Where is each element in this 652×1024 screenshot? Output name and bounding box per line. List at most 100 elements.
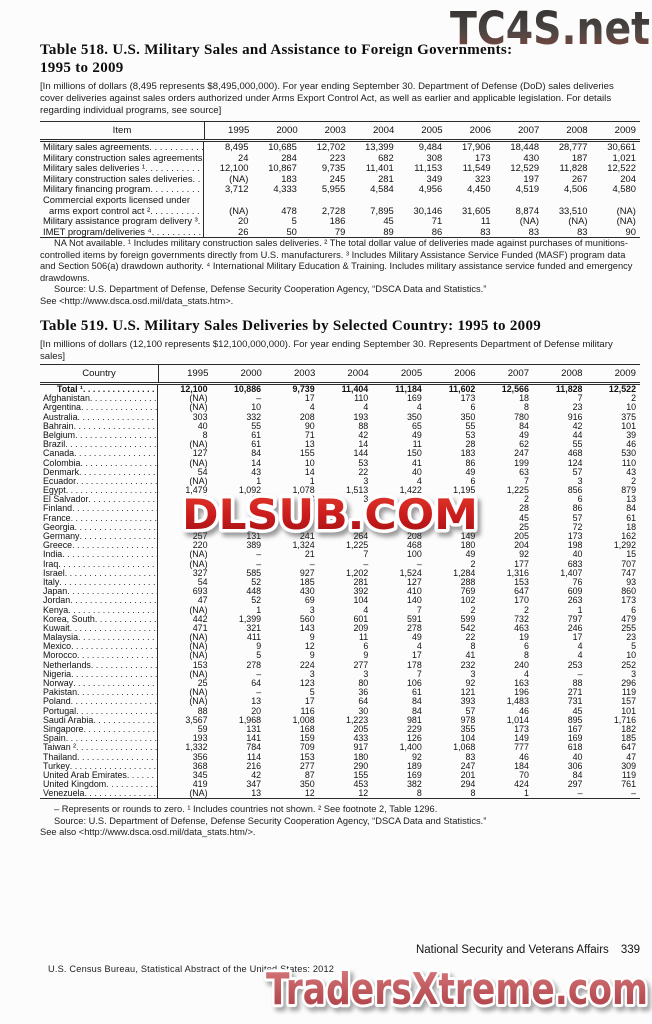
value-cell: 306 bbox=[567, 760, 583, 771]
row-label-text: Afghanistan bbox=[43, 394, 90, 404]
table-row: Italy 54 52 185 281 127 288 153 76 93 bbox=[40, 576, 640, 588]
value-cell bbox=[319, 504, 373, 513]
dot-leader bbox=[198, 216, 203, 227]
value-cell: 88 bbox=[197, 705, 208, 716]
footer-section-line: National Security and Veterans Affairs 33… bbox=[416, 944, 640, 956]
value-cell: 1,202 bbox=[346, 567, 369, 578]
value-cell: 389 bbox=[246, 540, 262, 551]
value-cell: 647 bbox=[514, 586, 529, 597]
value-cell: 63 bbox=[519, 466, 529, 477]
value-cell: – bbox=[256, 668, 262, 679]
row-label-cell: Military sales deliveries ¹ bbox=[40, 163, 204, 174]
value-cell: 55 bbox=[572, 439, 583, 450]
value-cell: 177 bbox=[514, 558, 529, 569]
value-cell: 1,513 bbox=[346, 485, 369, 496]
value-cell: 591 bbox=[407, 613, 422, 624]
value-cell: – bbox=[256, 393, 262, 404]
value-cell: 856 bbox=[567, 485, 583, 496]
value-cell: 153 bbox=[514, 576, 529, 587]
value-cell: 290 bbox=[353, 760, 369, 771]
dot-leader bbox=[76, 707, 157, 716]
row-label-cell: Japan bbox=[40, 587, 158, 597]
table-row: United Kingdom 419 347 350 453 382 294 424 297 76… bbox=[40, 779, 640, 790]
value-cell: 245 bbox=[329, 172, 346, 184]
value-cell: 732 bbox=[514, 613, 529, 624]
value-cell: 141 bbox=[246, 733, 262, 744]
table-518-source: Source: U.S. Department of Defense, Defe… bbox=[54, 284, 487, 295]
value-cell: 411 bbox=[246, 632, 262, 643]
value-cell: 57 bbox=[572, 512, 583, 523]
row-label-text: Italy bbox=[43, 577, 60, 587]
row-label-cell: Spain bbox=[40, 734, 158, 744]
value-cell: 3 bbox=[309, 604, 315, 615]
value-cell: 247 bbox=[460, 760, 476, 771]
value-cell: (NA) bbox=[229, 172, 249, 184]
dot-leader bbox=[193, 174, 203, 185]
value-cell: 264 bbox=[353, 531, 369, 541]
value-cell: 11 bbox=[412, 439, 422, 450]
value-cell: 13 bbox=[251, 696, 262, 707]
value-cell: 278 bbox=[246, 659, 262, 670]
row-label-cell: Malaysia bbox=[40, 633, 158, 643]
table-row: Military sales deliveries ¹ 12,100 10,867 9… bbox=[40, 163, 640, 174]
value-cell: (NA) bbox=[189, 457, 208, 468]
row-label-cell: Portugal bbox=[40, 706, 158, 716]
value-cell: 80 bbox=[358, 678, 369, 688]
table-header-row: Country 1995 2000 2003 2004 2005 2006 2007 2008 2… bbox=[40, 364, 640, 385]
value-cell: (NA) bbox=[189, 641, 208, 652]
row-label-text: Denmark bbox=[43, 467, 80, 477]
row-label-cell: Singapore bbox=[40, 724, 158, 735]
row-label-cell: Netherlands bbox=[40, 660, 158, 670]
value-cell: 44 bbox=[572, 429, 583, 440]
value-cell bbox=[543, 195, 591, 206]
value-cell: 2 bbox=[524, 604, 529, 615]
row-label-cell: Egypt bbox=[40, 486, 158, 496]
table-row: Total ¹ 12,100 10,886 9,739 11,404 11,184 11,6… bbox=[40, 384, 640, 395]
value-cell: 4 bbox=[363, 402, 369, 413]
value-cell: 88 bbox=[358, 420, 369, 431]
table-row: Brazil (NA) 61 13 14 11 28 62 55 46 bbox=[40, 439, 640, 450]
value-cell: 4 bbox=[309, 402, 315, 413]
value-cell: 42 bbox=[251, 769, 262, 780]
value-cell: 350 bbox=[299, 779, 315, 790]
value-cell bbox=[158, 514, 212, 523]
value-cell: 23 bbox=[626, 632, 637, 643]
value-cell: 309 bbox=[621, 760, 637, 771]
value-cell: 297 bbox=[567, 779, 583, 790]
value-cell: 57 bbox=[572, 466, 583, 477]
table-header-row: Item 1995 2000 2003 2004 2005 2006 2007 2008 2009 bbox=[40, 121, 640, 142]
value-cell: 1,223 bbox=[346, 714, 369, 725]
table-row: Poland (NA) 13 17 64 84 393 1,483 731 157 bbox=[40, 696, 640, 707]
value-cell: 11,549 bbox=[462, 162, 491, 174]
row-label-text: India bbox=[43, 550, 63, 560]
row-label-text: Iraq bbox=[43, 559, 59, 569]
value-cell: 585 bbox=[246, 567, 262, 578]
value-cell: 277 bbox=[299, 760, 315, 771]
value-cell: 61 bbox=[411, 687, 422, 698]
value-cell: 54 bbox=[197, 466, 208, 477]
value-cell: 88 bbox=[572, 678, 583, 688]
row-label-text: Finland bbox=[43, 504, 73, 514]
value-cell: 86 bbox=[431, 225, 443, 237]
row-label-text: Israel bbox=[43, 568, 65, 578]
value-cell: 4 bbox=[416, 402, 422, 413]
value-cell: 153 bbox=[299, 751, 315, 762]
value-cell: 288 bbox=[460, 576, 476, 587]
value-cell: (NA) bbox=[229, 204, 249, 216]
value-cell: 153 bbox=[192, 659, 208, 670]
row-label-cell: Greece bbox=[40, 541, 158, 551]
table-518-title-line1: Table 518. U.S. Military Sales and Assis… bbox=[40, 42, 513, 58]
value-cell: 448 bbox=[246, 586, 262, 597]
row-label-text: Military sales deliveries ¹ bbox=[43, 163, 146, 174]
value-cell: – bbox=[256, 558, 262, 569]
value-cell: (NA) bbox=[519, 215, 540, 227]
row-label-text: Military construction sales deliveries bbox=[43, 173, 193, 184]
value-cell: 30,661 bbox=[607, 141, 636, 152]
row-label-text: Korea, South bbox=[43, 614, 95, 624]
value-cell: 8 bbox=[524, 402, 529, 413]
value-cell: 6 bbox=[470, 475, 476, 486]
table-row: Pakistan (NA) – 5 36 61 121 196 271 119 bbox=[40, 687, 640, 698]
value-cell: 246 bbox=[567, 622, 583, 633]
value-cell: 54 bbox=[197, 576, 208, 587]
value-cell: 83 bbox=[577, 225, 588, 237]
